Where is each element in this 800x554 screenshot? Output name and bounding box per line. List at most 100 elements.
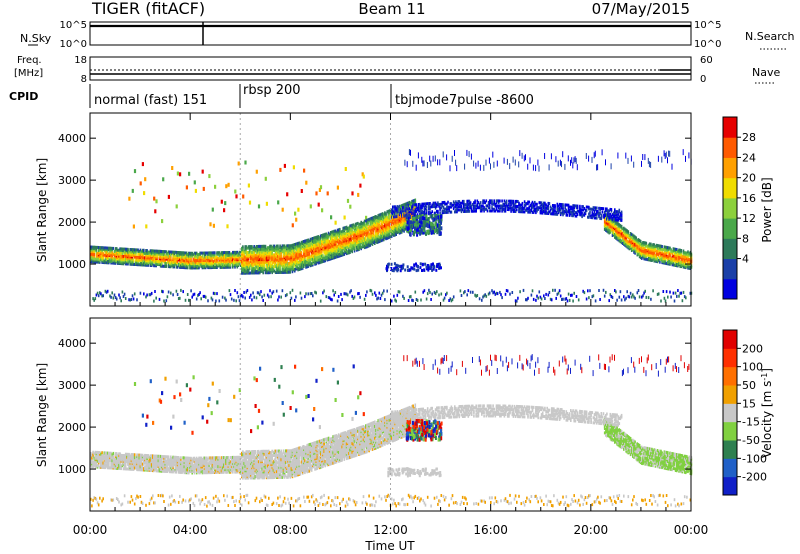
echo-cell	[243, 249, 245, 253]
echo-cell	[216, 264, 218, 268]
echo-cell	[137, 252, 139, 256]
echo-cell	[292, 246, 295, 250]
echo-cell	[248, 261, 251, 265]
echo-cell	[460, 294, 463, 297]
echo-cell	[243, 261, 245, 265]
echo-cell	[290, 267, 293, 271]
echo-cell	[545, 292, 547, 296]
echo-cell	[165, 262, 168, 265]
echo-cell	[583, 291, 586, 295]
echo-cell	[130, 251, 133, 254]
echo-cell	[306, 244, 308, 248]
echo-cell	[309, 242, 312, 246]
echo-cell	[180, 288, 182, 292]
echo-cell	[339, 248, 341, 252]
echo-cell	[379, 239, 382, 243]
echo-cell	[261, 253, 263, 257]
echo-cell	[294, 298, 296, 302]
echo-cell	[297, 256, 299, 260]
echo-cell	[299, 263, 302, 267]
echo-cell	[122, 247, 125, 251]
echo-cell	[327, 234, 330, 238]
echo-cell	[397, 214, 400, 218]
echo-cell	[370, 289, 373, 293]
echo-cell	[594, 150, 596, 157]
echo-cell	[176, 256, 179, 260]
echo-cell	[215, 260, 217, 264]
echo-cell	[154, 209, 157, 214]
echo-cell	[417, 152, 419, 159]
echo-cell	[358, 246, 360, 250]
echo-cell	[535, 298, 537, 302]
echo-cell	[117, 260, 119, 264]
echo-cell	[129, 259, 131, 263]
echo-cell	[323, 233, 325, 237]
echo-cell	[423, 289, 426, 293]
echo-cell	[247, 183, 250, 188]
echo-cell	[349, 249, 351, 253]
echo-cell	[96, 251, 99, 255]
echo-cell	[111, 251, 113, 255]
echo-cell	[228, 251, 231, 254]
echo-cell	[110, 246, 112, 250]
echo-cell	[375, 238, 377, 242]
echo-cell	[395, 227, 397, 231]
echo-cell	[394, 213, 396, 217]
echo-cell	[333, 229, 335, 233]
echo-cell	[246, 251, 249, 254]
echo-cell	[94, 297, 97, 301]
echo-cell	[360, 245, 362, 249]
echo-cell	[402, 207, 404, 211]
echo-cell	[153, 299, 155, 303]
echo-cell	[106, 289, 109, 293]
echo-cell	[318, 249, 321, 253]
echo-cell	[358, 234, 360, 238]
echo-cell	[538, 165, 540, 172]
echo-cell	[369, 217, 372, 221]
echo-cell	[184, 298, 187, 302]
echo-cell	[121, 254, 124, 258]
echo-cell	[439, 211, 441, 215]
echo-cell	[235, 250, 237, 254]
echo-cell	[266, 246, 269, 250]
echo-cell	[202, 261, 205, 265]
echo-cell	[342, 234, 344, 238]
echo-cell	[438, 293, 440, 297]
echo-cell	[157, 260, 160, 263]
echo-cell	[265, 201, 268, 206]
echo-cell	[403, 296, 405, 300]
echo-cell	[318, 188, 321, 192]
echo-cell	[423, 160, 425, 167]
echo-cell	[229, 252, 232, 256]
echo-cell	[376, 223, 378, 227]
echo-cell	[264, 268, 267, 272]
echo-cell	[597, 164, 599, 171]
echo-cell	[217, 251, 219, 255]
echo-cell	[555, 296, 557, 300]
echo-cell	[340, 230, 342, 234]
echo-cell	[518, 161, 520, 168]
echo-cell	[150, 249, 153, 253]
echo-cell	[298, 244, 301, 248]
radar-title: TIGER (fitACF)	[91, 0, 205, 18]
echo-cell	[192, 257, 195, 261]
echo-cell	[429, 202, 431, 205]
echo-cell	[91, 260, 93, 264]
echo-cell	[239, 294, 242, 298]
echo-cell	[301, 261, 304, 264]
echo-cell	[206, 255, 208, 259]
echo-cell	[394, 210, 396, 214]
echo-cell	[171, 259, 173, 263]
echo-cell	[195, 254, 198, 258]
echo-cell	[396, 210, 399, 214]
echo-cell	[273, 269, 276, 273]
echo-cell	[416, 298, 419, 302]
echo-cell	[208, 251, 210, 255]
echo-cell	[174, 259, 177, 263]
echo-cell	[531, 289, 534, 293]
echo-cell	[193, 251, 196, 255]
echo-cell	[555, 156, 557, 163]
echo-cell	[154, 258, 156, 262]
echo-cell	[370, 228, 373, 232]
echo-cell	[566, 213, 569, 217]
